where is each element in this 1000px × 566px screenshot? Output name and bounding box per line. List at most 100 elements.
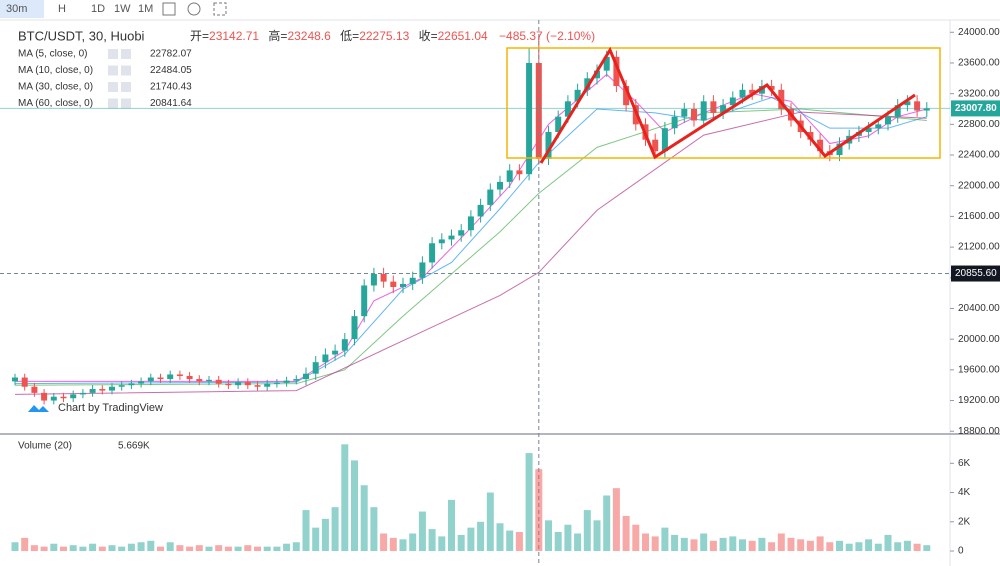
volume-bar — [89, 543, 97, 552]
watermark[interactable]: Chart by TradingView — [58, 402, 163, 414]
candle-body — [516, 170, 523, 175]
volume-bar — [913, 543, 921, 552]
screenshot-icon[interactable] — [213, 2, 227, 16]
volume-bar — [748, 540, 756, 552]
volume-bar — [836, 540, 843, 552]
ma-icon — [108, 49, 118, 59]
volume-bar — [351, 460, 358, 552]
volume-bar — [797, 539, 805, 552]
drawings — [506, 46, 941, 164]
ma-icon — [121, 65, 131, 76]
candle-body — [487, 189, 494, 205]
candle-body — [768, 85, 775, 90]
ohlc-key: 收= — [419, 29, 438, 43]
volume-bar — [215, 545, 223, 552]
legend: BTC/USDT, 30, Huobi 开=23142.71 高=23248.6… — [18, 28, 595, 451]
volume-bar — [612, 488, 620, 552]
volume-bar — [438, 536, 446, 552]
candle-body — [535, 62, 542, 159]
volume-bar — [758, 537, 766, 552]
volume-bar — [341, 444, 349, 552]
y-tick-label: 19200.00 — [958, 395, 1000, 406]
volume-bar — [515, 532, 523, 552]
volume-bar — [234, 546, 242, 552]
toolbar: 30m H 1D 1W 1M — [0, 0, 227, 18]
volume-bar — [186, 546, 194, 552]
volume-bar — [418, 511, 426, 552]
volume-bar — [651, 536, 659, 552]
volume-bar — [321, 518, 329, 552]
candle-body — [564, 101, 571, 117]
candle-body — [138, 381, 145, 384]
candle-body — [244, 382, 251, 386]
volume-bar — [331, 507, 339, 552]
volume-bar — [224, 546, 232, 552]
candle-body — [574, 89, 581, 102]
volume-bar — [787, 537, 795, 552]
candle-body — [555, 116, 562, 133]
candle-body — [623, 85, 630, 106]
y-tick-label: 21600.00 — [958, 211, 1000, 222]
volume-bar — [176, 545, 184, 552]
candle-body — [894, 105, 901, 117]
candle-body — [225, 383, 232, 386]
volume-bar — [292, 542, 300, 552]
volume-bar — [399, 539, 407, 552]
volume-bar — [816, 536, 824, 552]
volume-bar — [739, 539, 746, 552]
volume-bar — [118, 546, 126, 552]
candle-body — [293, 379, 300, 381]
volume-bar — [709, 540, 717, 552]
candle-body — [914, 101, 921, 111]
volume-bar — [554, 532, 562, 552]
candle-body — [99, 389, 106, 391]
candle-body — [380, 273, 387, 282]
volume-bar — [865, 539, 873, 552]
volume-bar — [535, 469, 543, 552]
toolbar-button[interactable]: 1W — [114, 3, 131, 15]
candle-body — [31, 386, 38, 393]
candle-body — [467, 216, 474, 231]
candle-body — [167, 374, 174, 380]
candle-body — [303, 373, 309, 380]
ma-line — [14, 108, 927, 386]
volume-bar — [642, 533, 649, 552]
candle-body — [613, 56, 620, 86]
volume-bar — [244, 545, 252, 552]
toolbar-button[interactable]: H — [58, 3, 66, 15]
volume-bar — [680, 537, 688, 552]
ohlc-value: 22651.04 — [438, 29, 488, 43]
candle-body — [322, 354, 329, 363]
candle-body — [778, 89, 785, 109]
interval-button[interactable] — [0, 0, 44, 18]
volume-bar — [719, 537, 727, 552]
toolbar-button[interactable]: 1M — [138, 3, 153, 15]
candle-body — [157, 377, 164, 380]
settings-icon[interactable] — [187, 2, 201, 16]
candle-body — [710, 101, 717, 113]
volume-bar — [874, 543, 882, 552]
candle-body — [477, 204, 484, 217]
candle-body — [458, 230, 465, 236]
candle-body — [448, 235, 455, 240]
ma-name: MA (60, close, 0) — [18, 98, 93, 109]
volume-bar — [389, 537, 397, 552]
candle-body — [817, 139, 824, 152]
interval[interactable]: 30m — [6, 3, 27, 15]
volume-bar — [661, 527, 669, 552]
candle-body — [273, 382, 280, 384]
candle-body — [341, 339, 348, 351]
volume-bar — [263, 546, 271, 552]
toolbar-button[interactable]: 1D — [91, 3, 105, 15]
volume-bar — [312, 527, 320, 552]
candle-body — [147, 377, 154, 382]
volume-value: 5.669K — [118, 441, 150, 452]
candle-body — [390, 281, 397, 287]
indicator-icon[interactable] — [162, 2, 176, 16]
ma-value: 20841.64 — [150, 98, 192, 109]
candle-body — [186, 375, 193, 380]
candle-body — [661, 128, 668, 152]
volume-bar — [273, 546, 281, 552]
candle-body — [264, 383, 271, 387]
candle-body — [409, 277, 416, 284]
